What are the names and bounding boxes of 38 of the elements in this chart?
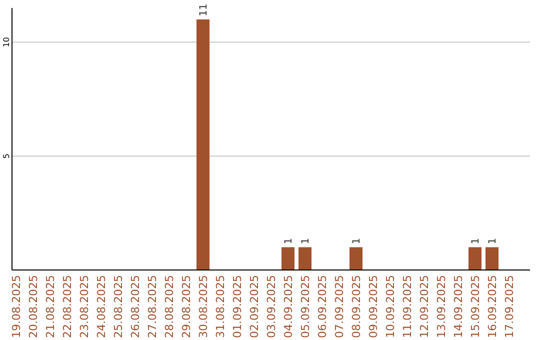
x-tick-label: 22.08.2025 xyxy=(61,275,74,338)
x-tick-label: 14.09.2025 xyxy=(452,275,465,338)
x-tick-label: 11.09.2025 xyxy=(401,275,414,338)
data-label: 1 xyxy=(352,238,362,244)
x-tick-label: 31.08.2025 xyxy=(214,275,227,338)
x-tick-label: 26.08.2025 xyxy=(129,275,142,338)
x-tick-label: 10.09.2025 xyxy=(384,275,397,338)
x-tick-label: 28.08.2025 xyxy=(163,275,176,338)
data-label: 1 xyxy=(470,238,482,244)
x-tick-label: 17.09.2025 xyxy=(503,275,516,338)
x-tick-label: 30.08.2025 xyxy=(197,275,210,338)
x-tick-label: 13.09.2025 xyxy=(435,275,448,338)
x-tick-label: 08.09.2025 xyxy=(350,275,363,338)
x-tick-label: 23.08.2025 xyxy=(78,275,91,338)
data-label: 11 xyxy=(198,4,210,16)
x-tick-label: 20.08.2025 xyxy=(27,275,40,338)
x-tick-label: 02.09.2025 xyxy=(248,275,261,338)
x-tick-label: 04.09.2025 xyxy=(282,275,295,338)
x-tick-label: 05.09.2025 xyxy=(299,275,312,338)
data-label: 1 xyxy=(488,238,498,244)
x-tick-label: 27.08.2025 xyxy=(146,275,159,338)
x-tick-label: 12.09.2025 xyxy=(418,275,431,338)
x-tick-label: 03.09.2025 xyxy=(265,275,278,338)
y-tick-label: 10 xyxy=(2,37,11,48)
x-tick-label: 15.09.2025 xyxy=(469,275,482,338)
x-tick-label: 16.09.2025 xyxy=(486,275,499,338)
x-tick-label: 09.09.2025 xyxy=(367,275,380,338)
x-tick-label: 19.08.2025 xyxy=(10,275,23,338)
data-label: 1 xyxy=(300,238,312,244)
x-tick-label: 24.08.2025 xyxy=(95,275,108,338)
x-tick-label: 06.09.2025 xyxy=(316,275,329,338)
data-label: 1 xyxy=(284,238,294,244)
x-tick-label: 01.09.2025 xyxy=(231,275,244,338)
x-tick-label: 29.08.2025 xyxy=(180,275,193,338)
x-tick-label: 25.08.2025 xyxy=(112,275,125,338)
x-tick-label: 21.08.2025 xyxy=(44,275,57,338)
x-tick-label: 07.09.2025 xyxy=(333,275,346,338)
y-tick-label: 5 xyxy=(2,154,11,159)
